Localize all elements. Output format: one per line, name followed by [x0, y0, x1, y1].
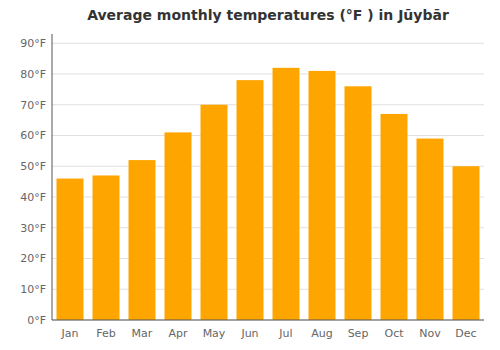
y-tick-label: 20°F: [20, 252, 46, 265]
y-tick-label: 90°F: [20, 37, 46, 50]
grid-line: [52, 320, 484, 321]
bar: [381, 114, 408, 320]
x-tick-label: Feb: [96, 327, 115, 340]
grid-line: [52, 135, 484, 136]
y-tick-label: 60°F: [20, 129, 46, 142]
y-grid: [52, 43, 484, 320]
x-tick-label: Sep: [348, 327, 369, 340]
x-tick-label: Oct: [384, 327, 404, 340]
y-tick-label: 30°F: [20, 222, 46, 235]
x-tick-label: Jul: [278, 327, 292, 340]
x-tick-label: Nov: [419, 327, 441, 340]
bar: [237, 80, 264, 320]
bar: [129, 160, 156, 320]
x-tick-label: May: [203, 327, 226, 340]
y-tick-label: 80°F: [20, 68, 46, 81]
bar: [165, 132, 192, 320]
y-axis-line: [52, 34, 53, 320]
title: Average monthly temperatures (°F ) in Jū…: [87, 7, 449, 23]
bars: [57, 68, 480, 320]
bar: [453, 166, 480, 320]
bar: [309, 71, 336, 320]
bar: [93, 175, 120, 320]
grid-line: [52, 104, 484, 105]
y-tick-label: 10°F: [20, 283, 46, 296]
bar: [273, 68, 300, 320]
x-tick-label: Dec: [455, 327, 476, 340]
grid-line: [52, 43, 484, 44]
x-tick-label: Aug: [311, 327, 332, 340]
x-tick-label: Apr: [168, 327, 188, 340]
x-tick-label: Mar: [132, 327, 153, 340]
y-tick-label: 0°F: [27, 314, 46, 327]
y-tick-label: 40°F: [20, 191, 46, 204]
chart: Average monthly temperatures (°F ) in Jū…: [0, 0, 500, 350]
y-tick-label: 50°F: [20, 160, 46, 173]
x-tick-label: Jan: [61, 327, 79, 340]
bar: [201, 105, 228, 320]
bar: [345, 86, 372, 320]
grid-line: [52, 73, 484, 74]
bar: [57, 179, 84, 320]
x-tick-label: Jun: [240, 327, 258, 340]
bar: [417, 139, 444, 320]
x-axis-line: [52, 320, 484, 321]
y-tick-label: 70°F: [20, 99, 46, 112]
